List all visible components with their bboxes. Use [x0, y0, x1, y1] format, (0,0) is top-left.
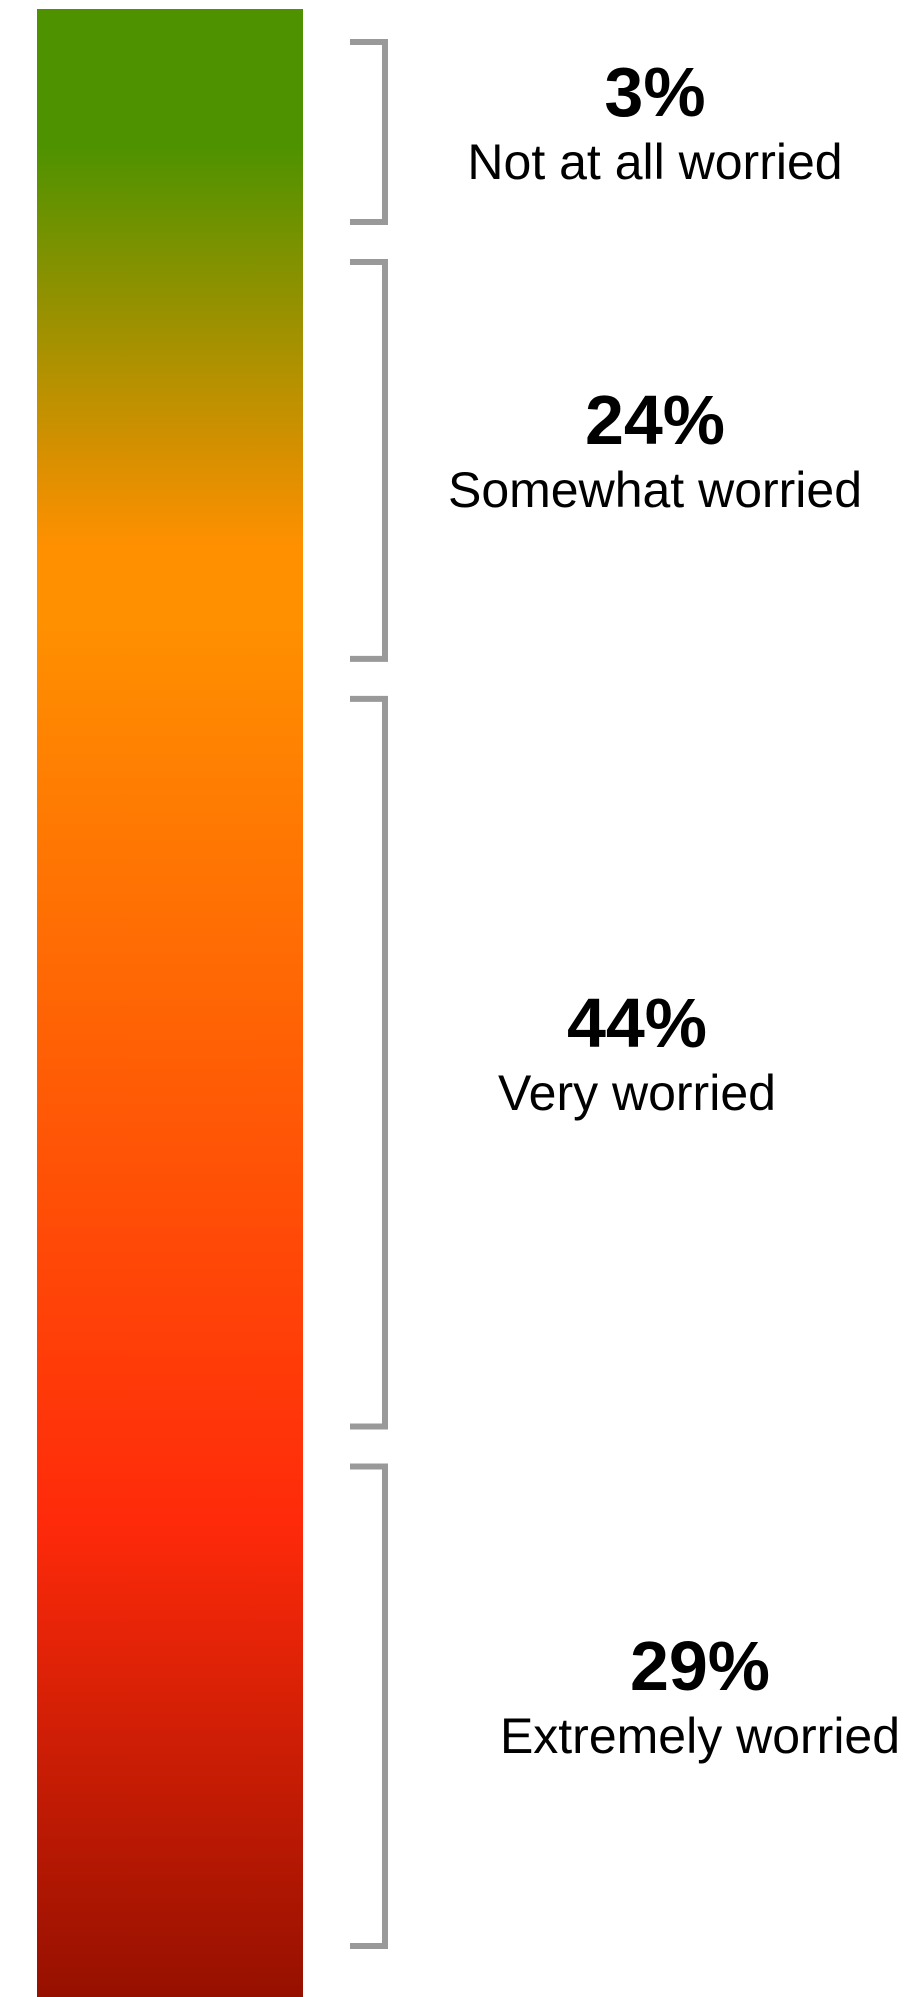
segment-label-3: 44% Very worried	[498, 983, 776, 1123]
bracket-2	[350, 259, 388, 662]
segment-label-1: 3% Not at all worried	[467, 52, 842, 192]
data-label-percent: 3%	[604, 53, 706, 131]
segment-label-2: 24% Somewhat worried	[448, 380, 862, 520]
bracket-3	[350, 695, 388, 1430]
category-label: Very worried	[498, 1064, 776, 1121]
data-label-percent: 29%	[629, 1627, 771, 1706]
data-label-percent: 44%	[566, 983, 708, 1062]
segment-label-4: 29% Extremely worried	[500, 1626, 900, 1766]
category-label: Not at all worried	[467, 134, 843, 190]
category-label: Somewhat worried	[447, 462, 863, 519]
data-label-percent: 24%	[584, 381, 726, 460]
category-label: Extremely worried	[499, 1708, 901, 1765]
bracket-1	[350, 39, 388, 225]
bracket-4	[350, 1463, 388, 1949]
gradient-stacked-bar	[37, 9, 303, 1997]
gradient-bar-fill	[37, 9, 303, 1997]
